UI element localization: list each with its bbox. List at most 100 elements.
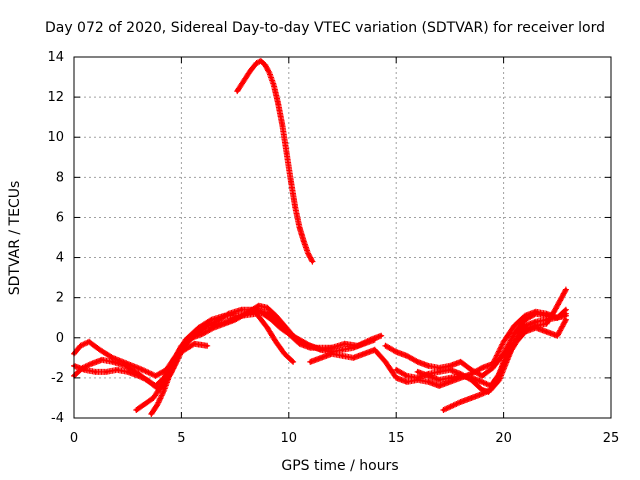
- data-point: [512, 332, 516, 336]
- data-point: [308, 360, 312, 364]
- data-point: [330, 346, 334, 350]
- data-point: [437, 370, 441, 374]
- data-point: [450, 404, 454, 408]
- data-point: [512, 324, 516, 328]
- data-point: [154, 384, 158, 388]
- data-point: [523, 324, 527, 328]
- plot-frame: [73, 56, 612, 419]
- data-point: [126, 362, 130, 366]
- data-point: [156, 402, 160, 406]
- data-point: [459, 374, 463, 378]
- data-point: [227, 312, 231, 316]
- data-point: [214, 320, 218, 324]
- data-point: [459, 360, 463, 364]
- data-point: [416, 376, 420, 380]
- data-point: [394, 376, 398, 380]
- data-point: [136, 374, 141, 378]
- data-point: [394, 368, 398, 372]
- data-point: [426, 380, 431, 384]
- x-tick-label: 10: [281, 431, 298, 446]
- data-point: [362, 352, 366, 356]
- data-point: [104, 370, 108, 374]
- data-point: [235, 89, 239, 93]
- data-point: [405, 380, 409, 384]
- data-point: [497, 378, 501, 382]
- data-point: [308, 344, 312, 348]
- data-point: [343, 342, 347, 346]
- data-point: [274, 314, 278, 318]
- chart-title: Day 072 of 2020, Sidereal Day-to-day VTE…: [45, 20, 605, 36]
- data-point: [383, 360, 388, 364]
- data-point: [190, 336, 194, 340]
- y-tick-label: 2: [56, 291, 64, 306]
- data-point: [141, 368, 145, 372]
- y-tick-label: 8: [56, 170, 64, 185]
- data-point: [297, 225, 302, 230]
- data-point: [448, 376, 452, 380]
- data-point: [83, 368, 87, 372]
- data-point: [145, 378, 149, 382]
- data-point: [111, 356, 115, 360]
- data-point: [209, 318, 214, 322]
- data-point: [254, 61, 259, 65]
- x-tick-label: 20: [495, 431, 512, 446]
- data-point: [405, 354, 409, 358]
- data-point: [441, 408, 446, 412]
- data-point: [201, 326, 205, 330]
- data-point: [252, 308, 257, 312]
- y-axis-label: SDTVAR / TECUs: [7, 181, 23, 296]
- series-arc-6: [234, 58, 316, 265]
- data-point: [181, 344, 186, 348]
- grid: [74, 57, 611, 418]
- x-tick-label: 5: [177, 431, 185, 446]
- data-point: [502, 340, 506, 344]
- data-point: [239, 308, 244, 312]
- data-point: [244, 312, 248, 316]
- data-point: [564, 308, 568, 312]
- data-point: [265, 306, 269, 310]
- x-tick-label: 0: [70, 431, 78, 446]
- data-point: [242, 79, 246, 83]
- data-point: [285, 151, 289, 155]
- data-point: [126, 370, 130, 374]
- data-point: [437, 366, 441, 370]
- data-point: [282, 352, 287, 356]
- data-point: [282, 324, 287, 328]
- data-point: [426, 374, 431, 378]
- data-point: [115, 368, 119, 372]
- data-point: [437, 384, 441, 388]
- y-tick-label: -4: [51, 411, 64, 426]
- data-point: [523, 318, 527, 322]
- data-point: [368, 338, 373, 342]
- data-point: [383, 344, 388, 348]
- data-point: [523, 330, 527, 334]
- data-point: [261, 312, 265, 316]
- data-point: [291, 360, 295, 364]
- data-point: [259, 59, 263, 63]
- data-point: [134, 408, 138, 412]
- data-point: [302, 239, 306, 244]
- data-point: [416, 370, 420, 374]
- data-point: [278, 326, 282, 330]
- data-point: [426, 364, 431, 368]
- data-point: [201, 332, 205, 336]
- series-arc-5: [148, 306, 385, 417]
- data-point: [263, 63, 267, 67]
- series-arc-8: [382, 310, 569, 379]
- data-point: [270, 318, 274, 322]
- data-point: [534, 326, 538, 330]
- series-arc-11: [440, 312, 569, 413]
- data-point: [480, 388, 484, 392]
- data-point: [534, 312, 538, 316]
- data-point: [151, 396, 156, 400]
- data-point: [437, 378, 441, 382]
- data-point: [564, 318, 568, 322]
- data-point: [351, 356, 355, 360]
- data-point: [272, 83, 276, 87]
- data-point: [248, 69, 252, 73]
- series-markers: [234, 58, 316, 265]
- data-point: [469, 376, 473, 380]
- data-point: [274, 340, 278, 344]
- data-point: [265, 326, 269, 330]
